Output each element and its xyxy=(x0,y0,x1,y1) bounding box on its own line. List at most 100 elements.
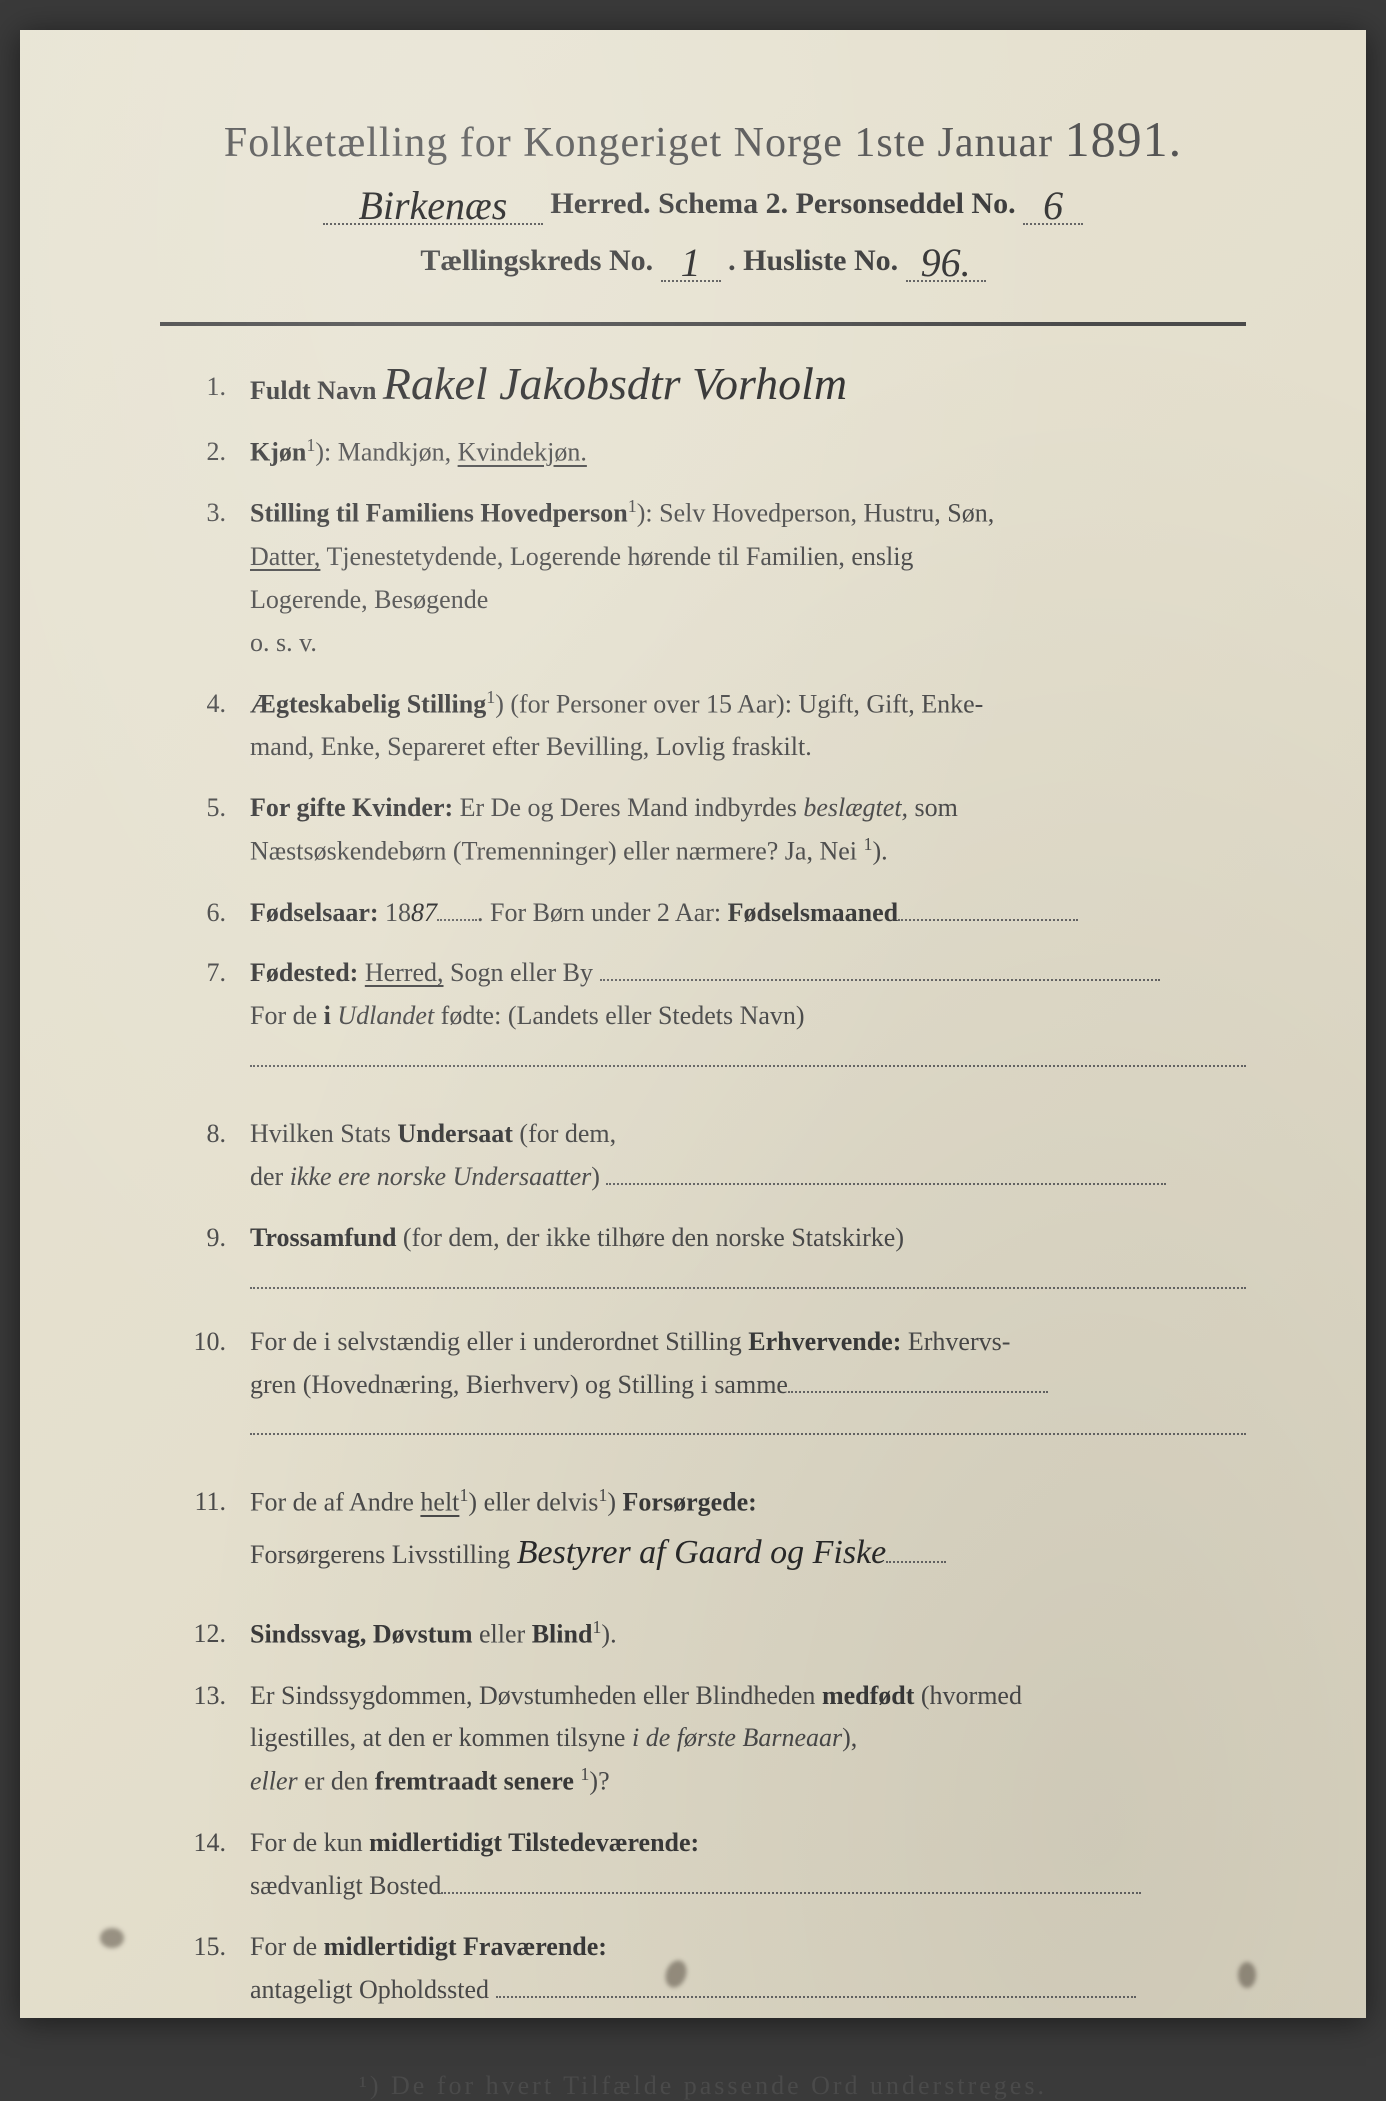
spacer xyxy=(180,1467,1246,1481)
form-item: 3.Stilling til Familiens Hovedperson1): … xyxy=(180,492,1246,664)
item-line xyxy=(250,1406,1246,1449)
form-item: 11.For de af Andre helt1) eller delvis1)… xyxy=(180,1481,1246,1581)
item-line: For de i Udlandet fødte: (Landets eller … xyxy=(250,995,1246,1038)
item-line: antageligt Opholdssted xyxy=(250,1969,1246,2012)
item-line: mand, Enke, Separeret efter Bevilling, L… xyxy=(250,726,1246,769)
form-item: 2.Kjøn1): Mandkjøn, Kvindekjøn. xyxy=(180,431,1246,475)
item-number: 10. xyxy=(180,1321,250,1364)
item-line xyxy=(250,1260,1246,1303)
item-body: For de i selvstændig eller i underordnet… xyxy=(250,1321,1246,1450)
form-item: 13.Er Sindssygdommen, Døvstumheden eller… xyxy=(180,1675,1246,1804)
husliste-value: 96. xyxy=(921,240,971,285)
form-item: 10.For de i selvstændig eller i underord… xyxy=(180,1321,1246,1450)
item-line: gren (Hovednæring, Bierhverv) og Stillin… xyxy=(250,1364,1246,1407)
form-item: 5.For gifte Kvinder: Er De og Deres Mand… xyxy=(180,787,1246,873)
personseddel-value: 6 xyxy=(1043,183,1063,228)
item-number: 9. xyxy=(180,1217,250,1260)
item-line: Sindssvag, Døvstum eller Blind1). xyxy=(250,1613,1246,1657)
item-body: Kjøn1): Mandkjøn, Kvindekjøn. xyxy=(250,431,1246,475)
item-line: Trossamfund (for dem, der ikke tilhøre d… xyxy=(250,1217,1246,1260)
herred-value: Birkenæs xyxy=(358,183,507,228)
item-body: Fødested: Herred, Sogn eller By For de i… xyxy=(250,952,1246,1081)
item-line: sædvanligt Bosted xyxy=(250,1865,1246,1908)
item-line xyxy=(250,1038,1246,1081)
item-number: 3. xyxy=(180,492,250,535)
item-body: Fuldt Navn Rakel Jakobsdtr Vorholm xyxy=(250,366,1246,413)
form-item: 15.For de midlertidigt Fraværende:antage… xyxy=(180,1926,1246,2012)
form-item: 12.Sindssvag, Døvstum eller Blind1). xyxy=(180,1613,1246,1657)
item-number: 1. xyxy=(180,366,250,409)
kreds-value: 1 xyxy=(681,240,701,285)
item-line: ligestilles, at den er kommen tilsyne i … xyxy=(250,1717,1246,1760)
item-line: Forsørgerens Livsstilling Bestyrer af Ga… xyxy=(250,1525,1246,1581)
item-body: For de kun midlertidigt Tilstedeværende:… xyxy=(250,1822,1246,1908)
item-line: eller er den fremtraadt senere 1)? xyxy=(250,1760,1246,1804)
divider-rule xyxy=(160,322,1246,326)
item-body: Hvilken Stats Undersaat (for dem,der ikk… xyxy=(250,1113,1246,1199)
item-body: Fødselsaar: 1887. For Børn under 2 Aar: … xyxy=(250,892,1246,935)
item-number: 7. xyxy=(180,952,250,995)
item-line: Stilling til Familiens Hovedperson1): Se… xyxy=(250,492,1246,536)
item-number: 11. xyxy=(180,1481,250,1524)
kreds-label: Tællingskreds No. xyxy=(420,244,653,277)
spacer xyxy=(180,1099,1246,1113)
form-item: 7.Fødested: Herred, Sogn eller By For de… xyxy=(180,952,1246,1081)
form-item: 8.Hvilken Stats Undersaat (for dem,der i… xyxy=(180,1113,1246,1199)
item-line: o. s. v. xyxy=(250,622,1246,665)
item-number: 15. xyxy=(180,1926,250,1969)
item-body: For de af Andre helt1) eller delvis1) Fo… xyxy=(250,1481,1246,1581)
item-line: Fødested: Herred, Sogn eller By xyxy=(250,952,1246,995)
header-line-1-text: Herred. Schema 2. Personseddel No. xyxy=(550,187,1015,220)
footnote: ¹) De for hvert Tilfælde passende Ord un… xyxy=(160,2071,1246,2101)
spacer xyxy=(180,1599,1246,1613)
item-body: Stilling til Familiens Hovedperson1): Se… xyxy=(250,492,1246,664)
stain-spot xyxy=(1238,1962,1256,1988)
item-body: Ægteskabelig Stilling1) (for Personer ov… xyxy=(250,683,1246,769)
item-line: For de af Andre helt1) eller delvis1) Fo… xyxy=(250,1481,1246,1525)
form-item: 4.Ægteskabelig Stilling1) (for Personer … xyxy=(180,683,1246,769)
title-year: 1891. xyxy=(1065,111,1183,167)
item-line: Fødselsaar: 1887. For Børn under 2 Aar: … xyxy=(250,892,1246,935)
kreds-field: 1 xyxy=(661,233,721,282)
title-text: Folketælling for Kongeriget Norge 1ste J… xyxy=(224,120,1065,166)
form-item: 9.Trossamfund (for dem, der ikke tilhøre… xyxy=(180,1217,1246,1303)
item-line: For de kun midlertidigt Tilstedeværende: xyxy=(250,1822,1246,1865)
header-line-2: Tællingskreds No. 1 . Husliste No. 96. xyxy=(160,233,1246,282)
items-list: 1.Fuldt Navn Rakel Jakobsdtr Vorholm2.Kj… xyxy=(160,366,1246,2011)
item-line: Fuldt Navn Rakel Jakobsdtr Vorholm xyxy=(250,366,1246,413)
item-line: Datter, Tjenestetydende, Logerende høren… xyxy=(250,536,1246,579)
item-body: Er Sindssygdommen, Døvstumheden eller Bl… xyxy=(250,1675,1246,1804)
item-line: Næstsøskendebørn (Tremenninger) eller næ… xyxy=(250,830,1246,874)
item-number: 4. xyxy=(180,683,250,726)
husliste-field: 96. xyxy=(906,233,986,282)
item-number: 2. xyxy=(180,431,250,474)
item-line: For de i selvstændig eller i underordnet… xyxy=(250,1321,1246,1364)
item-line: Ægteskabelig Stilling1) (for Personer ov… xyxy=(250,683,1246,727)
item-number: 6. xyxy=(180,892,250,935)
item-line: Kjøn1): Mandkjøn, Kvindekjøn. xyxy=(250,431,1246,475)
stain-spot xyxy=(100,1928,124,1948)
item-body: Trossamfund (for dem, der ikke tilhøre d… xyxy=(250,1217,1246,1303)
husliste-label: . Husliste No. xyxy=(728,244,898,277)
header-line-1: Birkenæs Herred. Schema 2. Personseddel … xyxy=(160,176,1246,225)
item-number: 14. xyxy=(180,1822,250,1865)
form-item: 14.For de kun midlertidigt Tilstedeværen… xyxy=(180,1822,1246,1908)
census-form-page: Folketælling for Kongeriget Norge 1ste J… xyxy=(20,30,1366,2018)
item-line: Logerende, Besøgende xyxy=(250,579,1246,622)
item-number: 12. xyxy=(180,1613,250,1656)
item-line: der ikke ere norske Undersaatter) xyxy=(250,1156,1246,1199)
page-title: Folketælling for Kongeriget Norge 1ste J… xyxy=(160,110,1246,168)
item-number: 13. xyxy=(180,1675,250,1718)
item-body: For de midlertidigt Fraværende:antagelig… xyxy=(250,1926,1246,2012)
personseddel-field: 6 xyxy=(1023,176,1083,225)
item-line: Hvilken Stats Undersaat (for dem, xyxy=(250,1113,1246,1156)
item-line: For de midlertidigt Fraværende: xyxy=(250,1926,1246,1969)
item-number: 5. xyxy=(180,787,250,830)
item-body: Sindssvag, Døvstum eller Blind1). xyxy=(250,1613,1246,1657)
item-number: 8. xyxy=(180,1113,250,1156)
item-body: For gifte Kvinder: Er De og Deres Mand i… xyxy=(250,787,1246,873)
item-line: Er Sindssygdommen, Døvstumheden eller Bl… xyxy=(250,1675,1246,1718)
herred-field: Birkenæs xyxy=(323,176,543,225)
item-line: For gifte Kvinder: Er De og Deres Mand i… xyxy=(250,787,1246,830)
form-item: 1.Fuldt Navn Rakel Jakobsdtr Vorholm xyxy=(180,366,1246,413)
